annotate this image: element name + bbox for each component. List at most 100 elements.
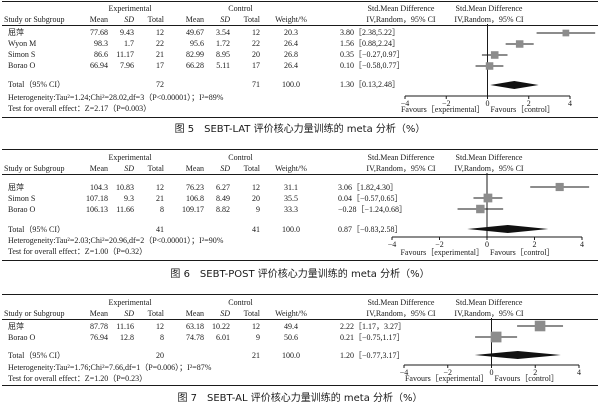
- effect-header-left: Std.Mean Difference: [367, 298, 435, 307]
- weight-value: 26.4: [284, 61, 298, 70]
- ctrl-mean: 109.17: [182, 205, 204, 214]
- effect-marker: [515, 40, 524, 48]
- bottom-rule: [2, 260, 598, 261]
- control-header: Control: [228, 4, 253, 13]
- ctrl-sd: 6.27: [216, 183, 230, 192]
- ctrl-mean: 106.8: [186, 194, 204, 203]
- exp-mean: 107.18: [86, 194, 108, 203]
- exp-sd: 7.96: [120, 61, 134, 70]
- favours-control-label: Favours［control］: [491, 105, 555, 114]
- ctrl-total: 17: [252, 61, 260, 70]
- ctrl-mean-header: Mean: [185, 309, 204, 318]
- exp-sd: 12.8: [120, 333, 134, 342]
- ctrl-total: 20: [252, 50, 260, 59]
- exp-sd-header: SD: [124, 309, 134, 318]
- exp-sd: 9.43: [120, 28, 134, 37]
- figure-caption: 图 5 SEBT-LAT 评价核心力量训练的 meta 分析（%）: [174, 124, 426, 135]
- ctrl-total-header: Total: [243, 15, 260, 24]
- exp-mean: 66.94: [90, 61, 108, 70]
- exp-mean: 87.78: [90, 322, 108, 331]
- effect-marker: [534, 320, 546, 332]
- weight-value: 20.3: [284, 28, 298, 37]
- exp-total: 21: [156, 50, 164, 59]
- favours-experimental-label: Favours［experimental］: [400, 248, 484, 257]
- exp-sd: 1.7: [124, 39, 134, 48]
- exp-total: 8: [160, 205, 164, 214]
- weight-total: 100.0: [282, 225, 300, 234]
- exp-mean: 98.3: [94, 39, 108, 48]
- weight-header: Weight/%: [275, 15, 307, 24]
- weight-value: 26.4: [284, 39, 298, 48]
- study-name: 屈萍: [8, 322, 24, 331]
- effect-marker: [490, 51, 499, 59]
- study-name: Borao O: [8, 205, 36, 214]
- weight-value: 35.5: [284, 194, 298, 203]
- ci-text: −0.28［−1.24,0.68］: [338, 205, 408, 214]
- experimental-header: Experimental: [108, 298, 152, 307]
- effect-marker: [476, 204, 485, 214]
- ctrl-total-header: Total: [243, 164, 260, 173]
- ctrl-sd: 8.82: [216, 205, 230, 214]
- ctrl-total-sum: 41: [252, 225, 260, 234]
- exp-mean: 77.68: [90, 28, 108, 37]
- ci-text: 0.04［−0.57,0.65］: [338, 194, 403, 203]
- ctrl-total: 9: [256, 205, 260, 214]
- effect-subheader-right: IV,Random，95% CI: [454, 309, 524, 318]
- ctrl-mean: 63.18: [186, 322, 204, 331]
- heterogeneity-note: Heterogeneity:Tau²=1.24;Chi²=28.02,df=3（…: [8, 93, 224, 102]
- exp-sd-header: SD: [124, 164, 134, 173]
- effect-subheader-right: IV,Random，95% CI: [454, 15, 524, 24]
- ci-text: 2.22［1.17，3.27］: [340, 322, 406, 331]
- exp-total-header: Total: [147, 15, 164, 24]
- pooled-diamond: [467, 225, 549, 233]
- pooled-diamond: [474, 351, 561, 359]
- effect-header-right: Std.Mean Difference: [455, 153, 523, 162]
- forest-graph: −4 −2 0 2 4 Favours［experimental］ Favours［cont…: [401, 24, 596, 114]
- ctrl-mean: 95.6: [190, 39, 204, 48]
- heterogeneity-note: Heterogeneity:Tau²=2.03;Chi²=20.96,df=2（…: [8, 236, 224, 245]
- weight-header: Weight/%: [275, 164, 307, 173]
- ci-text: 0.21［−0.75,1.17］: [340, 333, 405, 342]
- ctrl-mean: 66.28: [186, 61, 204, 70]
- forest-plot-al: Experimental Control Std.Mean Difference…: [0, 289, 600, 413]
- ctrl-mean-header: Mean: [185, 15, 204, 24]
- header-rule: [2, 174, 598, 175]
- effect-header-right: Std.Mean Difference: [455, 298, 523, 307]
- ctrl-total-header: Total: [243, 309, 260, 318]
- exp-total-sum: 72: [156, 80, 164, 89]
- weight-value: 31.1: [284, 183, 298, 192]
- effect-marker: [485, 62, 494, 70]
- favours-control-label: Favours［control］: [495, 374, 559, 383]
- ctrl-sd: 1.72: [216, 39, 230, 48]
- ci-text: 3.80［2.38,5.22］: [340, 28, 400, 37]
- overall-effect-note: Test for overall effect：Z=2.17（P=0.003）: [8, 104, 152, 113]
- study-column-header: Study or Subgroup: [4, 164, 65, 173]
- exp-total: 12: [156, 322, 164, 331]
- forest-plot-lat: Experimental Control Std.Mean Difference…: [0, 0, 600, 143]
- exp-total-sum: 20: [156, 351, 164, 360]
- top-rule: [2, 1, 598, 2]
- header-rule: [2, 319, 598, 320]
- exp-mean-header: Mean: [89, 164, 108, 173]
- effect-marker: [483, 193, 493, 203]
- exp-sd-header: SD: [124, 15, 134, 24]
- bottom-rule: [2, 385, 598, 386]
- exp-total: 12: [156, 28, 164, 37]
- exp-total: 17: [156, 61, 164, 70]
- effect-subheader-left: IV,Random，95% CI: [366, 15, 436, 24]
- ctrl-sd-header: SD: [220, 164, 230, 173]
- x-tick-label: 2: [533, 368, 537, 377]
- study-name: 屈萍: [8, 183, 24, 192]
- ctrl-sd: 8.49: [216, 194, 230, 203]
- ctrl-sd: 3.54: [216, 28, 230, 37]
- ctrl-mean: 82.99: [186, 50, 204, 59]
- effect-marker: [562, 29, 570, 37]
- experimental-header: Experimental: [108, 4, 152, 13]
- favours-experimental-label: Favours［experimental］: [401, 105, 485, 114]
- top-rule: [2, 149, 598, 150]
- total-label: Total（95% CI）: [8, 80, 65, 89]
- forest-graph: −4 −2 0 2 4 Favours［experimental］ Favours［cont…: [400, 318, 581, 383]
- ctrl-sd-header: SD: [220, 15, 230, 24]
- ctrl-total: 20: [252, 194, 260, 203]
- x-tick-label: −4: [388, 240, 397, 249]
